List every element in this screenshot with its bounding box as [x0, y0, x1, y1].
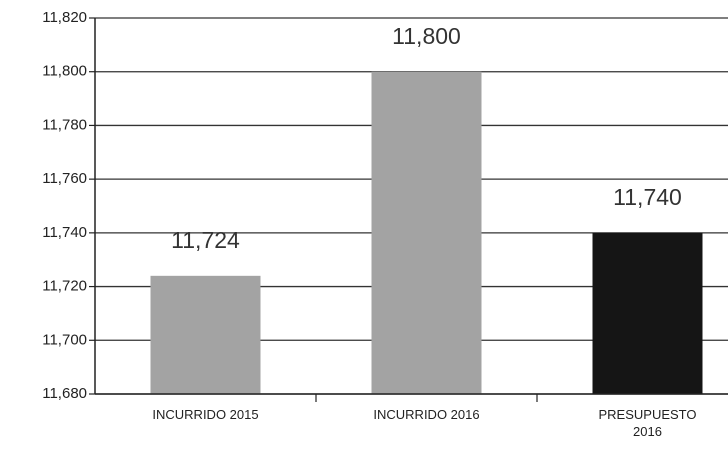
y-tick-label: 11,820	[42, 9, 87, 26]
y-tick-label: 11,720	[42, 278, 87, 295]
x-tick-label: INCURRIDO 2015	[152, 407, 259, 422]
y-tick-label: 11,800	[42, 63, 87, 80]
bar	[592, 232, 703, 394]
value-label: 11,724	[171, 227, 240, 253]
x-tick-label: INCURRIDO 2016	[373, 407, 480, 422]
value-label: 11,740	[613, 184, 682, 210]
y-tick-label: 11,760	[42, 170, 87, 187]
y-tick-label: 11,780	[42, 116, 87, 133]
y-tick-label: 11,700	[42, 331, 87, 348]
value-label: 11,800	[392, 23, 461, 49]
y-tick-label: 11,680	[42, 385, 87, 402]
bar	[371, 71, 482, 394]
bar	[150, 275, 261, 394]
y-tick-label: 11,740	[42, 224, 87, 241]
x-tick-label: PRESUPUESTO 2016	[598, 407, 697, 439]
